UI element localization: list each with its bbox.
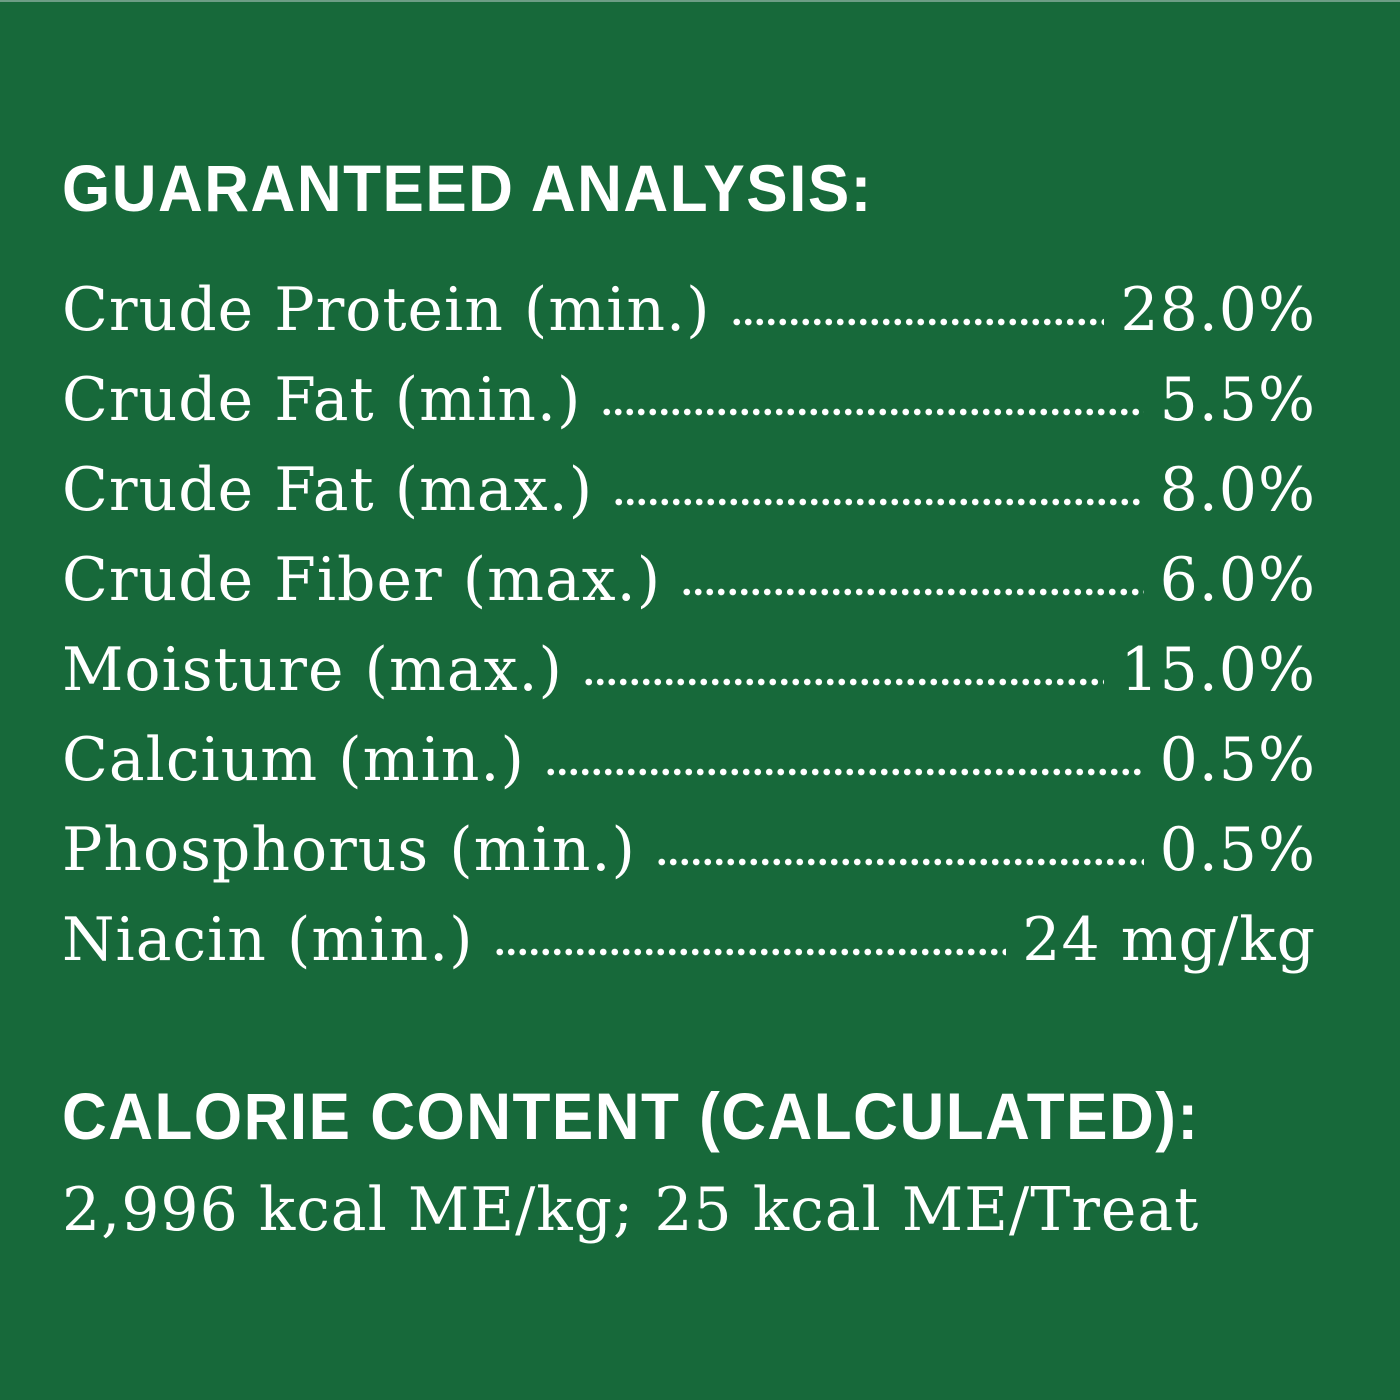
dot-leader [493,948,1007,956]
nutrient-value: 28.0% [1120,275,1316,345]
analysis-row-crude-fat-max: Crude Fat (max.) 8.0% [62,445,1316,535]
analysis-rows: Crude Protein (min.) 28.0% Crude Fat (mi… [62,265,1316,985]
nutrient-value: 0.5% [1159,725,1316,795]
nutrient-label: Crude Fiber (max.) [62,545,662,615]
analysis-row-crude-fiber-max: Crude Fiber (max.) 6.0% [62,535,1316,625]
analysis-row-niacin-min: Niacin (min.) 24 mg/kg [62,895,1316,985]
analysis-row-crude-fat-min: Crude Fat (min.) 5.5% [62,355,1316,445]
nutrient-label: Crude Fat (min.) [62,365,582,435]
dot-leader [582,678,1105,686]
calorie-content-title: CALORIE CONTENT (CALCULATED): [62,1080,1200,1155]
dot-leader [613,498,1144,506]
nutrient-label: Niacin (min.) [62,905,474,975]
nutrient-value: 15.0% [1120,635,1316,705]
nutrient-value: 5.5% [1159,365,1316,435]
dot-leader [730,318,1105,326]
analysis-row-phosphorus-min: Phosphorus (min.) 0.5% [62,805,1316,895]
nutrient-value: 8.0% [1159,455,1316,525]
analysis-row-crude-protein-min: Crude Protein (min.) 28.0% [62,265,1316,355]
nutrient-label: Crude Fat (max.) [62,455,594,525]
nutrient-label: Calcium (min.) [62,725,525,795]
analysis-row-calcium-min: Calcium (min.) 0.5% [62,715,1316,805]
calorie-content-value: 2,996 kcal ME/kg; 25 kcal ME/Treat [62,1175,1200,1245]
nutrient-value: 6.0% [1159,545,1316,615]
guaranteed-analysis-title: GUARANTEED ANALYSIS: [62,152,873,227]
analysis-row-moisture-max: Moisture (max.) 15.0% [62,625,1316,715]
nutrient-value: 0.5% [1159,815,1316,885]
dot-leader [655,858,1144,866]
nutrient-label: Moisture (max.) [62,635,563,705]
nutrient-label: Phosphorus (min.) [62,815,636,885]
dot-leader [681,588,1144,596]
dot-leader [601,408,1144,416]
dot-leader [544,768,1144,776]
nutrient-value: 24 mg/kg [1022,905,1316,975]
nutrient-label: Crude Protein (min.) [62,275,711,345]
